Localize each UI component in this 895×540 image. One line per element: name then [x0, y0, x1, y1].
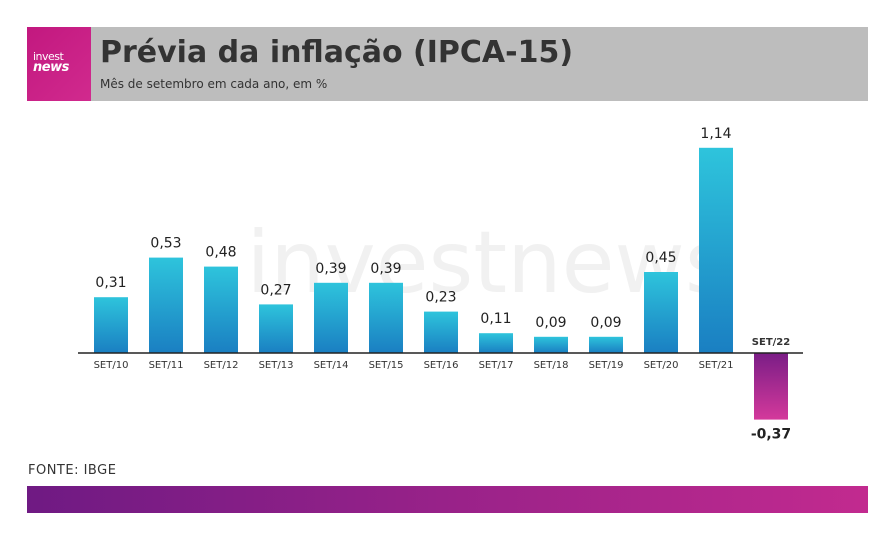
header-banner: invest news Prévia da inflação (IPCA-15)… [27, 27, 868, 101]
logo-text-news: news [33, 60, 69, 75]
category-label: SET/13 [259, 360, 294, 371]
value-label: 0,53 [150, 236, 181, 252]
category-label: SET/21 [699, 360, 734, 371]
bar-set-18 [534, 336, 568, 353]
value-label: 0,27 [260, 282, 291, 298]
bar-set-12 [204, 266, 238, 353]
value-label: 0,11 [480, 311, 511, 327]
chart-title: Prévia da inflação (IPCA-15) [100, 35, 574, 70]
category-label: SET/17 [479, 360, 514, 371]
category-label: SET/16 [424, 360, 459, 371]
value-label: 0,23 [425, 290, 456, 306]
value-label: 0,31 [95, 275, 126, 291]
category-label: SET/14 [314, 360, 349, 371]
value-label: 1,14 [700, 126, 731, 142]
bar-set-15 [369, 282, 403, 353]
logo-text-invest: invest [33, 50, 64, 63]
bar-set-20 [644, 272, 678, 353]
value-label: 0,09 [535, 315, 566, 331]
bar-set-17 [479, 333, 513, 353]
footer-gradient-bar [27, 486, 868, 513]
value-label: 0,39 [315, 261, 346, 277]
category-label: SET/11 [149, 360, 184, 371]
source-note: FONTE: IBGE [28, 463, 117, 478]
category-label: SET/20 [644, 360, 679, 371]
value-label: 0,09 [590, 315, 621, 331]
bar-set-21 [699, 147, 733, 353]
category-label: SET/18 [534, 360, 569, 371]
category-label: SET/22 [752, 337, 790, 348]
category-label: SET/19 [589, 360, 624, 371]
bar-set-19 [589, 336, 623, 353]
value-label: 0,48 [205, 245, 236, 261]
bar-set-22 [754, 353, 788, 420]
category-label: SET/15 [369, 360, 404, 371]
value-label: 0,39 [370, 261, 401, 277]
chart-subtitle: Mês de setembro em cada ano, em % [100, 77, 328, 91]
bar-set-14 [314, 282, 348, 353]
bar-set-13 [259, 304, 293, 353]
investnews-logo: invest news [27, 27, 91, 101]
bar-set-11 [149, 257, 183, 353]
category-label: SET/10 [94, 360, 129, 371]
bar-set-10 [94, 297, 128, 353]
bar-set-16 [424, 311, 458, 353]
category-label: SET/12 [204, 360, 239, 371]
value-label: 0,45 [645, 250, 676, 266]
value-label: -0,37 [751, 427, 791, 443]
